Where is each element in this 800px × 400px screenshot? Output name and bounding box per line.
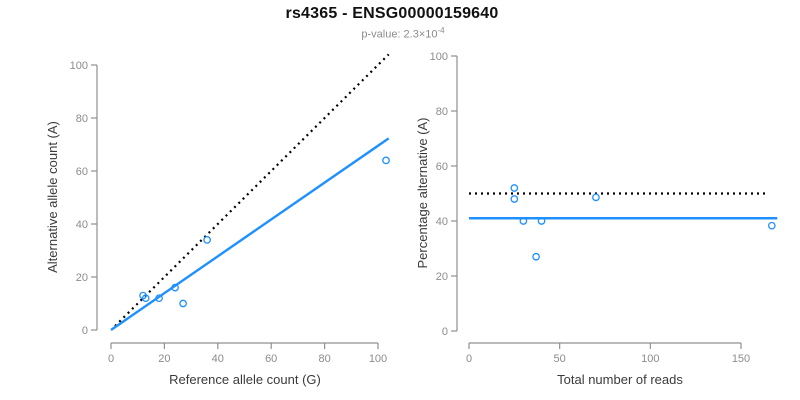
data-point (510, 184, 519, 192)
pvalue-exponent: -4 (437, 26, 445, 35)
y-tick-label: 40 (436, 216, 448, 228)
x-tick-label: 40 (212, 353, 224, 365)
x-tick-label: 100 (369, 353, 387, 365)
x-tick-label: 100 (641, 353, 659, 365)
pvalue-subtitle: p-value: 2.3×10-4 (0, 26, 800, 41)
data-point (519, 217, 528, 225)
data-point (155, 294, 163, 303)
x-tick-label: 0 (466, 353, 472, 365)
page-title: rs4365 - ENSG00000159640 (285, 5, 499, 22)
pvalue-text: p-value: 2.3×10 (361, 28, 438, 41)
y-tick-label: 20 (436, 271, 448, 283)
y-tick-label: 0 (82, 325, 88, 337)
data-point (510, 195, 519, 203)
y-tick-label: 80 (436, 106, 448, 118)
fit-line (110, 137, 390, 331)
x-tick-label: 0 (108, 353, 114, 365)
panel-left: 0 20 40 60 80 100 0 20 40 60 80 100 Reference allele… (45, 53, 390, 387)
data-point (382, 156, 390, 165)
identity-line (114, 53, 390, 327)
data-point (592, 193, 600, 202)
data-point (179, 299, 187, 308)
data-point (171, 283, 179, 292)
y-tick-label: 100 (70, 60, 88, 72)
y-tick-label: 80 (76, 113, 88, 125)
data-point (141, 294, 150, 303)
data-point (203, 236, 211, 244)
x-tick-label: 20 (158, 353, 170, 365)
y-tick-label: 100 (430, 51, 448, 63)
data-point (537, 217, 546, 225)
panel-right: 0 50 100 150 0 20 40 60 80 100 Total number of rea… (415, 51, 778, 387)
y-tick-label: 60 (76, 166, 88, 178)
x-axis-title: Total number of reads (557, 372, 683, 387)
y-tick-label: 40 (76, 219, 88, 231)
x-tick-label: 60 (265, 353, 277, 365)
y-tick-label: 60 (436, 161, 448, 173)
data-point (532, 252, 540, 261)
x-tick-label: 50 (554, 353, 566, 365)
x-tick-label: 80 (318, 353, 330, 365)
y-tick-label: 0 (442, 326, 448, 338)
y-axis-title: Percentage alternative (A) (415, 117, 430, 268)
y-axis-title: Alternative allele count (A) (45, 121, 60, 273)
x-axis-title: Reference allele count (G) (169, 372, 321, 387)
x-tick-label: 150 (732, 353, 750, 365)
data-point (767, 221, 776, 230)
y-tick-label: 20 (76, 272, 88, 284)
